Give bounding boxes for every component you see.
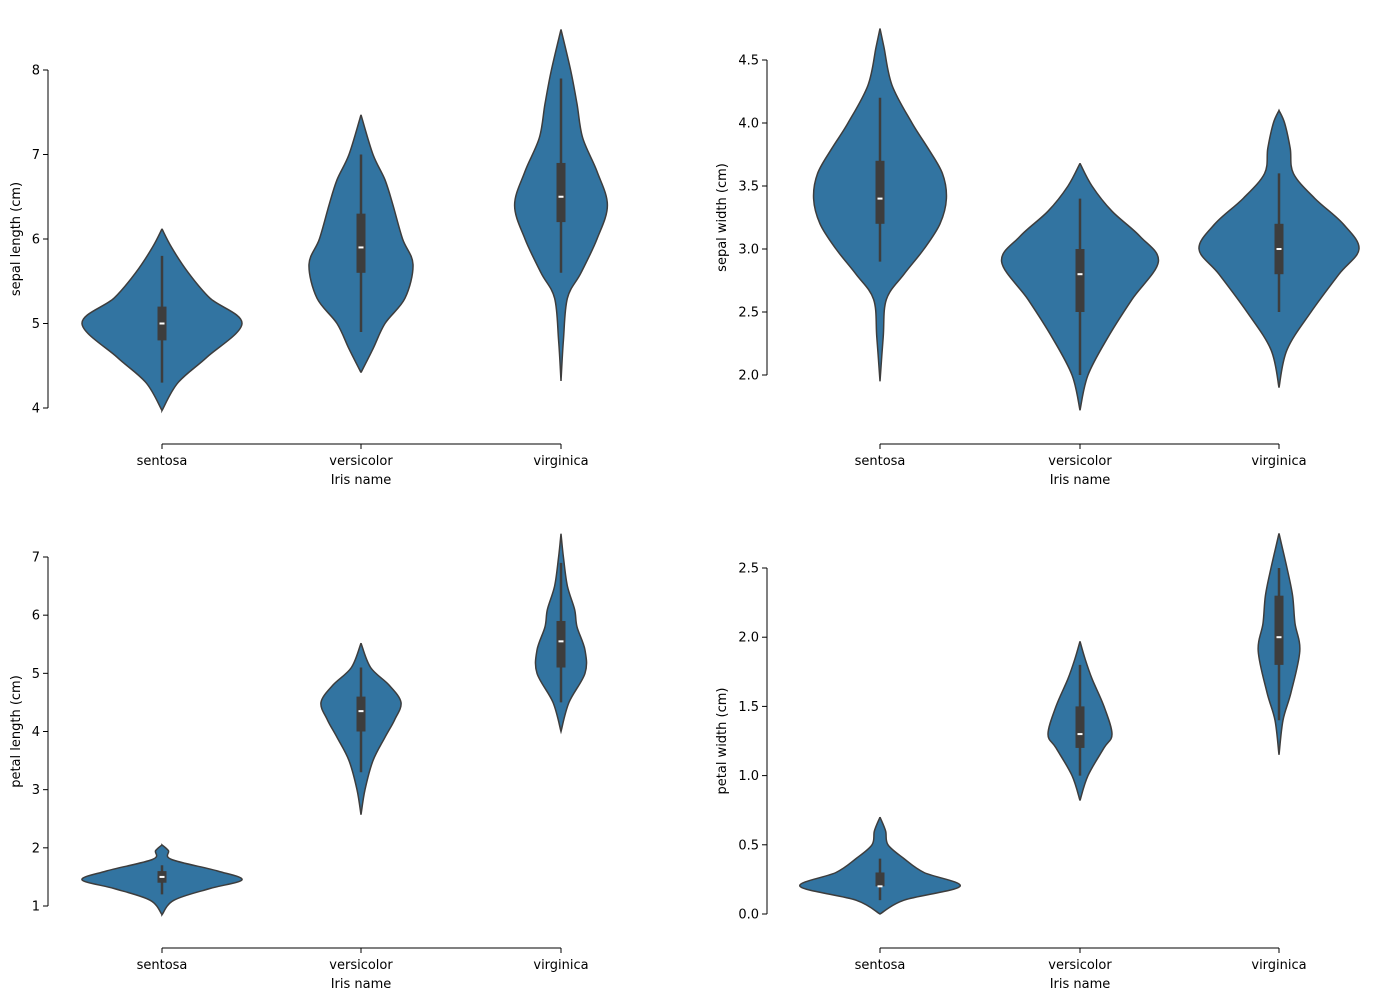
median-marker — [558, 195, 564, 198]
x-tick-label: virginica — [1251, 454, 1306, 469]
iqr-box — [875, 160, 885, 224]
y-tick-label: 7 — [32, 551, 40, 566]
y-tick-label: 7 — [32, 148, 40, 163]
violin-versicolor — [1000, 162, 1160, 411]
iqr-box — [1274, 595, 1284, 665]
median-marker — [159, 322, 165, 325]
median-marker — [877, 885, 883, 888]
violin-virginica — [534, 533, 588, 735]
y-tick-label: 3.5 — [738, 180, 759, 195]
violin-sentosa — [81, 228, 243, 414]
x-tick-label: versicolor — [1048, 958, 1112, 973]
y-tick-label: 1 — [32, 900, 40, 915]
subplot-4: 0.0 0.5 1.0 1.5 2.0 2.5 petal width (cm) sentos… — [715, 533, 1307, 992]
x-tick-label: versicolor — [1048, 454, 1112, 469]
median-marker — [358, 710, 364, 713]
subplot-2: 2.0 2.5 3.0 3.5 4.0 4.5 sepal width (cm) sentos… — [715, 28, 1360, 488]
subplot-3: 1 2 3 4 5 6 7 petal length (cm) sentosa versicolo… — [9, 533, 589, 992]
y-axis-label: sepal length (cm) — [9, 182, 24, 296]
y-tick-label: 5 — [32, 317, 40, 332]
violin-sentosa — [799, 816, 961, 915]
iqr-box — [875, 872, 885, 887]
violin-virginica — [513, 29, 609, 382]
y-tick-label: 4.5 — [738, 54, 759, 69]
x-axis-label: Iris name — [1050, 977, 1111, 992]
violin-virginica — [1198, 108, 1360, 388]
iqr-box — [1075, 249, 1085, 312]
x-tick-label: virginica — [533, 454, 588, 469]
y-tick-label: 2 — [32, 841, 40, 856]
y-tick-label: 4 — [32, 402, 40, 417]
x-axis-label: Iris name — [331, 473, 392, 488]
iqr-box — [356, 696, 366, 732]
y-axis-label: petal length (cm) — [9, 675, 24, 788]
y-tick-label: 3.0 — [738, 243, 759, 258]
violin-versicolor — [320, 642, 402, 815]
iqr-box — [356, 213, 366, 273]
median-marker — [1276, 248, 1282, 250]
x-tick-label: versicolor — [329, 958, 393, 973]
y-tick-label: 5 — [32, 667, 40, 682]
iqr-box — [556, 162, 566, 223]
y-tick-label: 0.0 — [738, 908, 759, 923]
median-marker — [877, 197, 883, 200]
violin-versicolor — [1047, 641, 1113, 801]
y-tick-label: 4 — [32, 725, 40, 740]
median-marker — [1077, 733, 1083, 736]
y-tick-label: 6 — [32, 233, 40, 248]
iqr-box — [556, 620, 566, 668]
y-tick-label: 2.5 — [738, 562, 759, 577]
y-axis-label: sepal width (cm) — [715, 163, 730, 272]
median-marker — [1276, 636, 1282, 639]
y-tick-label: 3 — [32, 783, 40, 798]
x-tick-label: sentosa — [137, 958, 188, 973]
x-tick-label: virginica — [1251, 958, 1306, 973]
y-axis-label: petal width (cm) — [715, 688, 730, 795]
y-tick-label: 2.0 — [738, 369, 759, 384]
violin-virginica — [1257, 533, 1301, 755]
y-tick-label: 6 — [32, 609, 40, 624]
y-tick-label: 2.5 — [738, 306, 759, 321]
iqr-box — [1075, 706, 1085, 748]
x-tick-label: sentosa — [855, 958, 906, 973]
y-tick-label: 8 — [32, 64, 40, 79]
y-tick-label: 4.0 — [738, 117, 759, 132]
y-tick-label: 2.0 — [738, 631, 759, 646]
median-marker — [159, 875, 165, 878]
x-tick-label: sentosa — [855, 454, 906, 469]
violin-sentosa — [812, 28, 948, 382]
median-marker — [358, 246, 364, 249]
x-tick-label: versicolor — [329, 454, 393, 469]
x-tick-label: virginica — [533, 958, 588, 973]
violin-sentosa — [81, 843, 243, 917]
subplot-1: 4 5 6 7 8 sepal length (cm) sentosa versicolor v… — [9, 29, 609, 488]
y-tick-label: 1.5 — [738, 700, 759, 715]
median-marker — [1077, 273, 1083, 276]
x-axis-label: Iris name — [1050, 473, 1111, 488]
median-marker — [558, 640, 564, 643]
x-axis-label: Iris name — [331, 977, 392, 992]
violin-versicolor — [308, 114, 414, 373]
x-tick-label: sentosa — [137, 454, 188, 469]
y-tick-label: 1.0 — [738, 769, 759, 784]
y-tick-label: 0.5 — [738, 838, 759, 853]
